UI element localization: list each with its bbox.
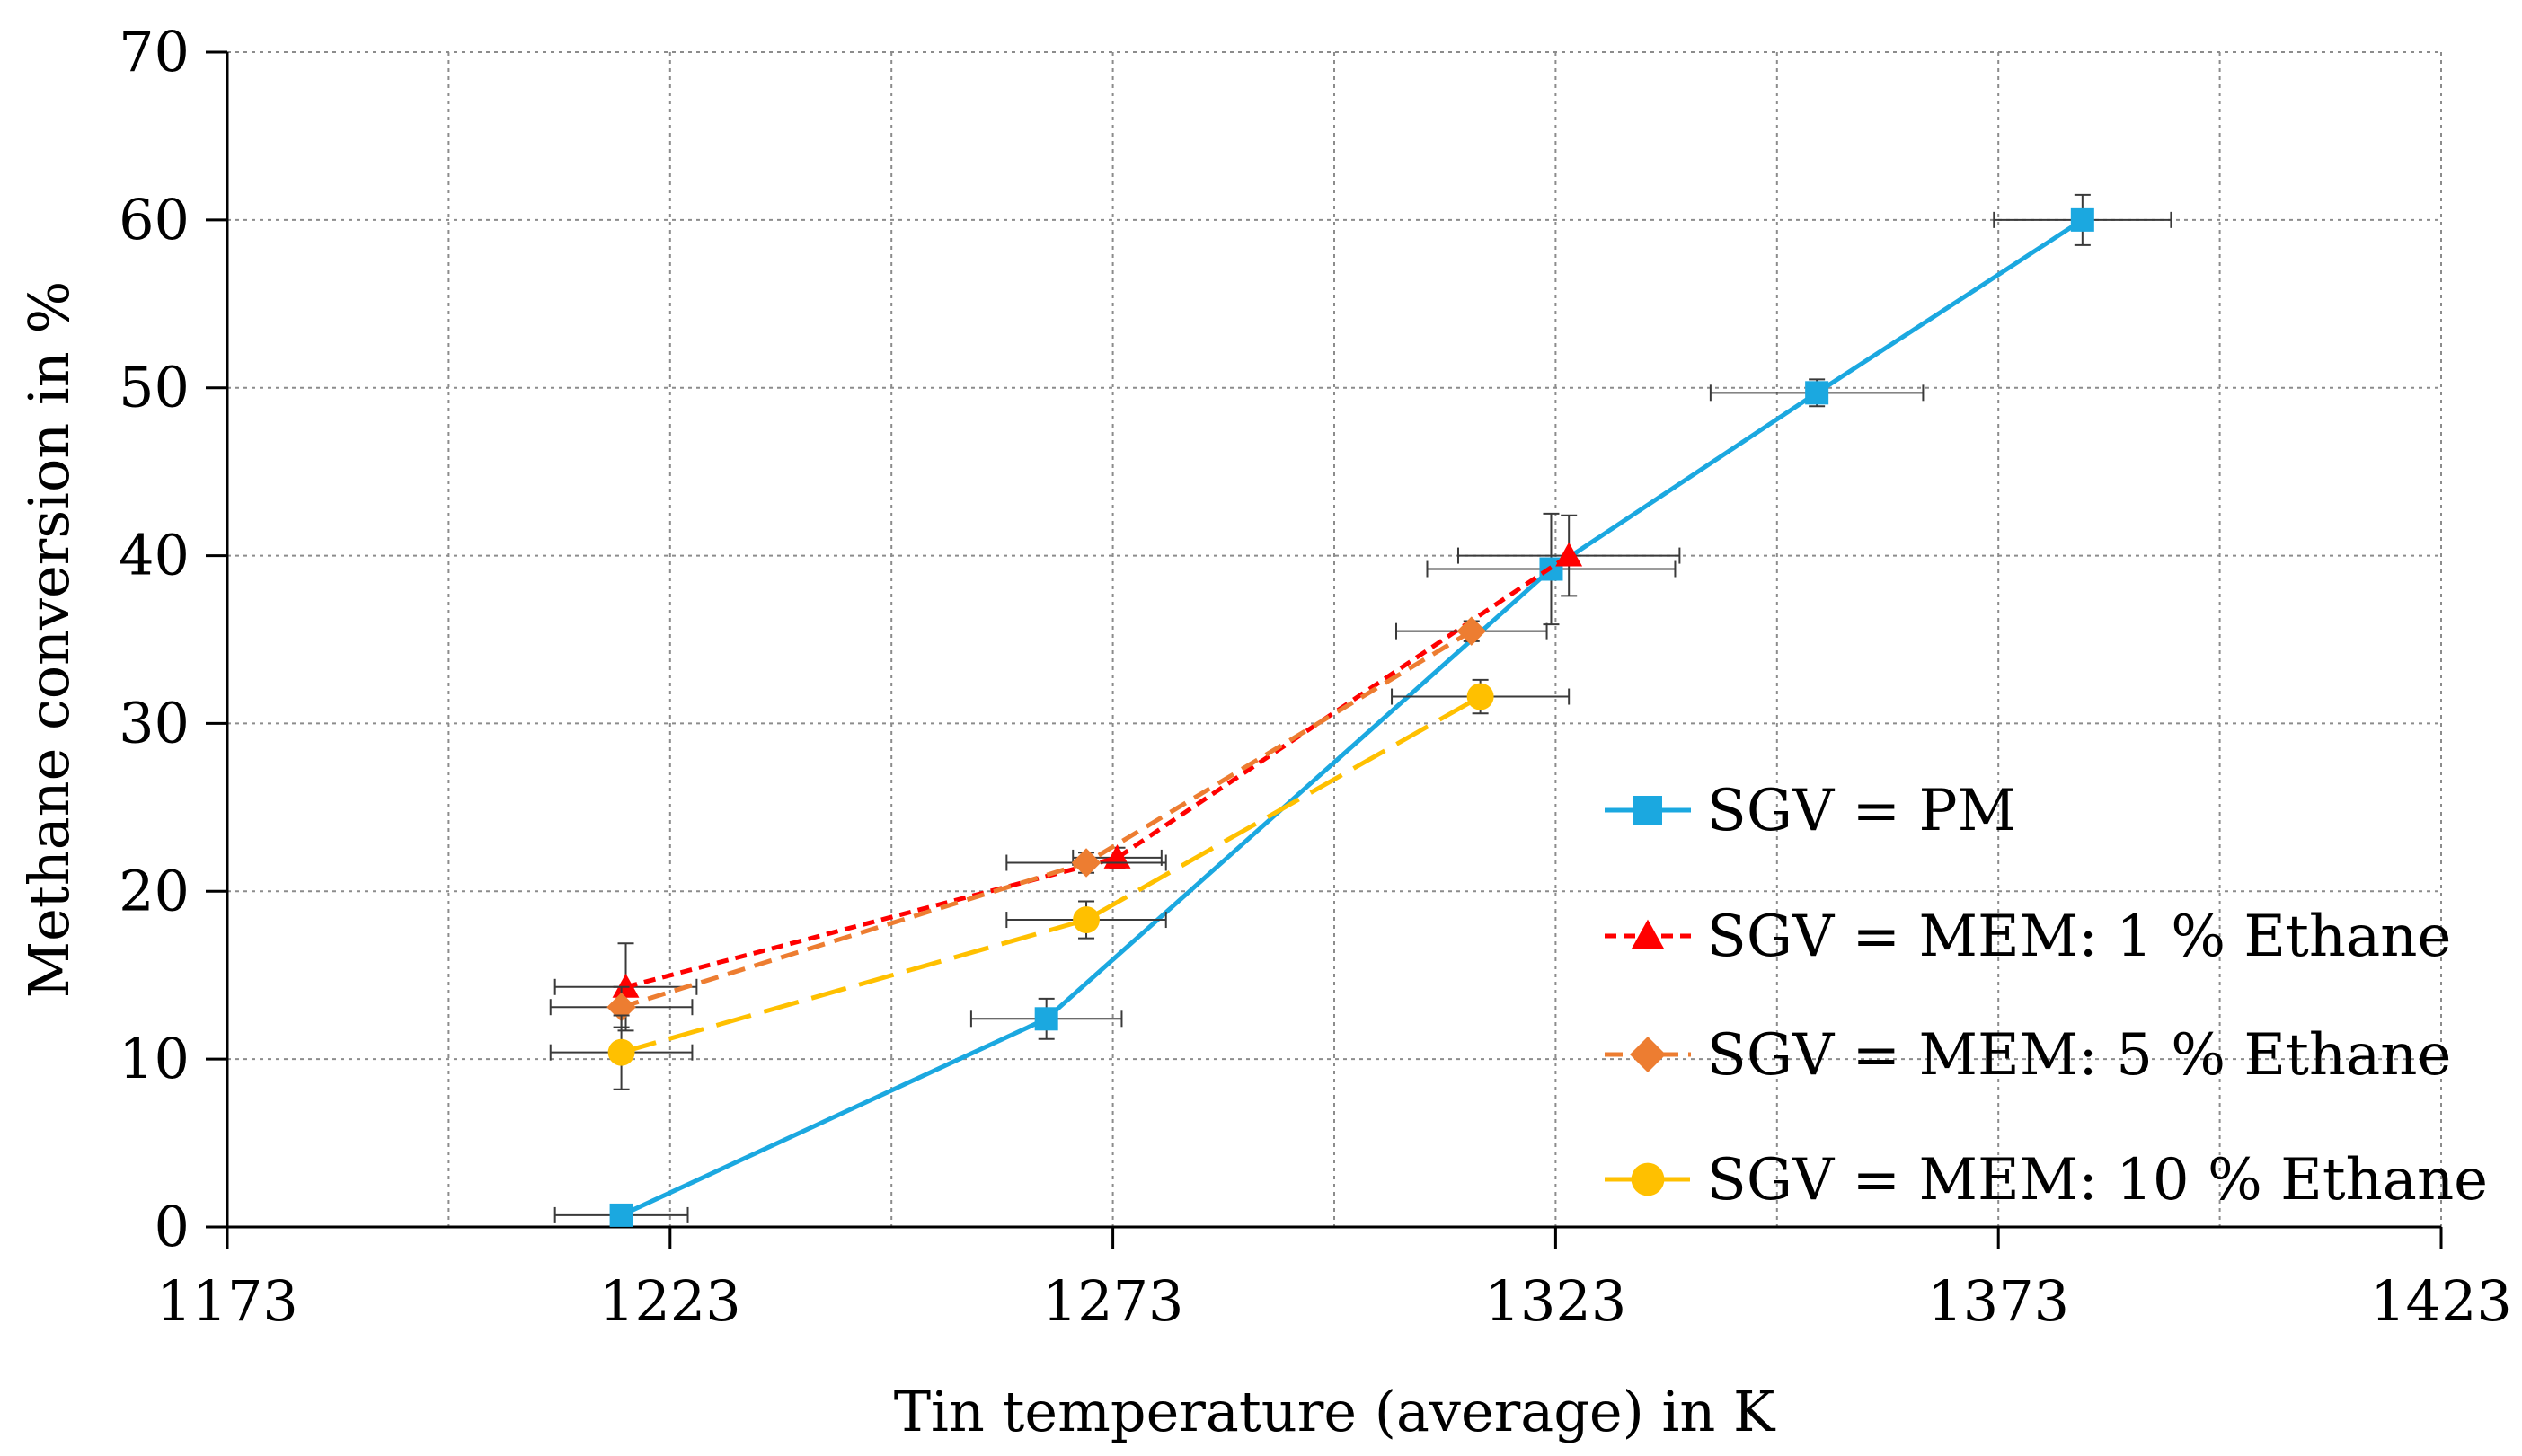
- y-tick-label: 50: [119, 355, 190, 420]
- y-tick-label: 0: [155, 1194, 190, 1259]
- y-tick-label: 10: [119, 1026, 190, 1091]
- data-point: [1805, 381, 1829, 405]
- legend-label: SGV = MEM: 5 % Ethane: [1707, 1022, 2451, 1089]
- y-tick-label: 60: [119, 187, 190, 252]
- x-tick-label: 1173: [156, 1268, 298, 1334]
- legend-marker: [1631, 919, 1665, 949]
- data-point: [1555, 542, 1583, 567]
- x-tick-label: 1323: [1485, 1268, 1627, 1334]
- y-tick-label: 40: [119, 523, 190, 588]
- data-point: [607, 1038, 635, 1066]
- data-point: [1456, 616, 1487, 646]
- data-point: [1466, 683, 1494, 710]
- legend-label: SGV = MEM: 10 % Ethane: [1707, 1147, 2488, 1213]
- series-line: [624, 553, 1571, 990]
- legend-label: SGV = PM: [1707, 778, 2016, 844]
- axes: 0 10 20 30 40 50 60 70 1173 1223 1273 1323 1373 1423: [119, 19, 2512, 1334]
- y-tick-label: 70: [119, 19, 190, 84]
- legend-entry-3: SGV = MEM: 5 % Ethane: [1605, 1022, 2451, 1089]
- series-3: [549, 616, 1548, 1028]
- legend: SGV = PM SGV = MEM: 1 % Ethane SGV = MEM: …: [1605, 778, 2488, 1213]
- x-axis-title: Tin temperature (average) in K: [894, 1379, 1776, 1444]
- legend-marker: [1630, 1037, 1666, 1072]
- data-point: [2070, 207, 2094, 232]
- data-point: [1071, 848, 1102, 878]
- legend-marker: [1633, 796, 1662, 825]
- legend-entry-1: SGV = PM: [1605, 778, 2016, 844]
- x-tick-label: 1423: [2370, 1268, 2512, 1334]
- x-tick-label: 1223: [599, 1268, 741, 1334]
- data-point: [1034, 1007, 1058, 1031]
- x-tick-label: 1373: [1927, 1268, 2069, 1334]
- data-point: [612, 973, 640, 998]
- data-point: [609, 1203, 633, 1227]
- y-axis-title: Methane conversion in %: [16, 281, 82, 999]
- legend-marker: [1631, 1162, 1665, 1196]
- legend-entry-4: SGV = MEM: 10 % Ethane: [1605, 1147, 2488, 1213]
- series-4: [549, 678, 1571, 1090]
- legend-entry-2: SGV = MEM: 1 % Ethane: [1605, 904, 2451, 970]
- y-tick-label: 30: [119, 690, 190, 755]
- series-layer: [549, 193, 2172, 1227]
- series-line: [620, 694, 1482, 1055]
- x-tick-label: 1273: [1042, 1268, 1184, 1334]
- y-tick-label: 20: [119, 858, 190, 923]
- legend-label: SGV = MEM: 1 % Ethane: [1707, 904, 2451, 970]
- data-point: [606, 992, 636, 1022]
- data-point: [1073, 906, 1100, 934]
